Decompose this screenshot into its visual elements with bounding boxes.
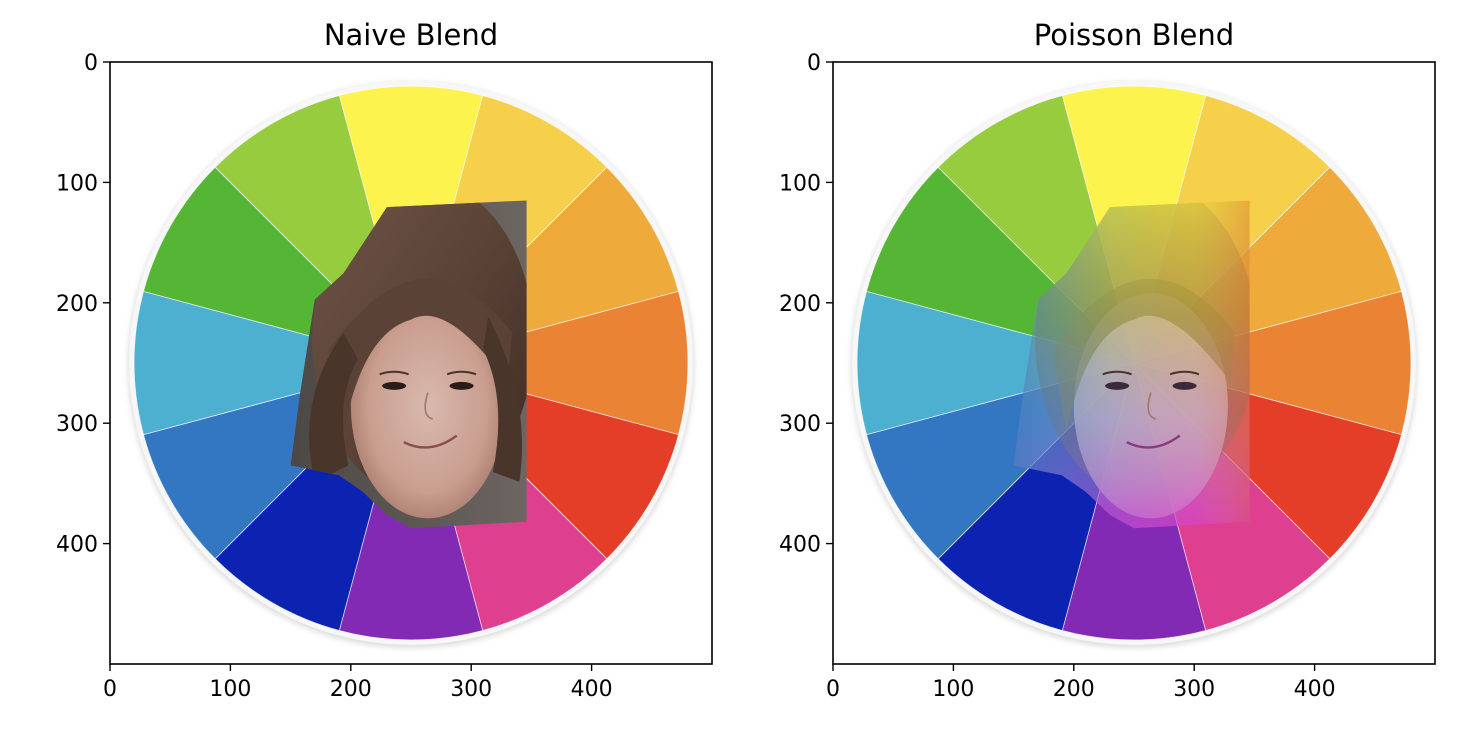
x-tick-label: 200 [330,677,372,702]
smirk [403,434,458,449]
chart-title: Naive Blend [324,18,498,52]
y-tick-label: 0 [807,51,821,76]
wheel-segment [409,290,689,436]
hair-right [483,316,522,482]
y-tick-label: 200 [779,292,821,317]
right-eye [1172,381,1197,390]
panel-2: Poisson Blend 0 100 200 300 400 0 100 200 300 400 [779,18,1436,702]
chart-title: Poisson Blend [1034,18,1234,52]
y-tick-label: 300 [56,412,98,437]
x-tick-label: 400 [1294,677,1336,702]
left-brow [379,370,409,376]
bangs [329,278,513,433]
y-tick-label: 200 [56,292,98,317]
face [350,293,505,519]
x-tick-label: 0 [826,677,840,702]
axes-frame [109,61,713,665]
wheel-segment [1132,290,1412,436]
y-tick-label: 100 [56,171,98,196]
x-tick-label: 300 [450,677,492,702]
smirk [1126,434,1181,449]
x-tick-label: 400 [571,677,613,702]
right-brow [446,370,477,376]
wheel-segment [856,290,1136,436]
axes-frame [832,61,1436,665]
nose [424,392,433,420]
y-tick-label: 100 [779,171,821,196]
panel-1: Naive Blend 0 100 200 300 400 0 100 200 300 400 [56,18,713,702]
hair-left [309,332,359,482]
image-area [110,62,712,664]
facial-features [379,370,477,449]
y-tick-label: 0 [84,51,98,76]
y-tick-label: 300 [779,412,821,437]
y-tick-label: 400 [779,533,821,558]
x-tick-label: 100 [209,677,251,702]
x-tick-label: 0 [103,677,117,702]
left-eye [1105,381,1130,390]
wheel-segment [133,290,413,436]
left-eye [382,381,407,390]
right-eye [449,381,474,390]
facial-features [1102,370,1200,449]
x-tick-label: 200 [1053,677,1095,702]
left-brow [1102,370,1132,376]
x-tick-label: 300 [1173,677,1215,702]
y-tick-label: 400 [56,533,98,558]
nose [1147,392,1156,420]
right-brow [1169,370,1200,376]
x-tick-label: 100 [932,677,974,702]
image-area [833,62,1435,664]
